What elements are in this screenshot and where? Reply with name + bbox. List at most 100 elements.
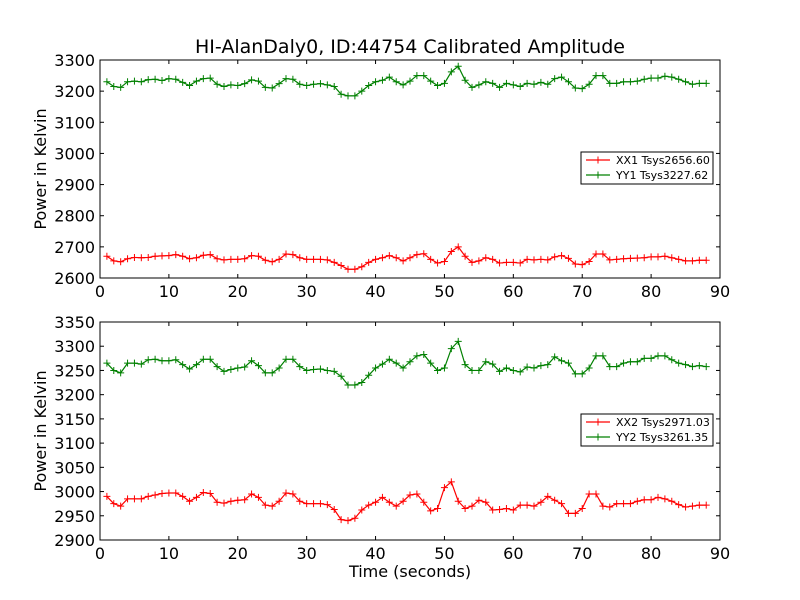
- data-point: [213, 363, 221, 371]
- data-point: [516, 501, 524, 509]
- data-point: [144, 76, 152, 84]
- data-point: [606, 79, 614, 87]
- data-point: [502, 258, 510, 266]
- data-point: [482, 78, 490, 86]
- data-point: [626, 78, 634, 86]
- data-point: [399, 497, 407, 505]
- legend-label: XX2 Tsys2971.03: [616, 416, 710, 429]
- data-point: [633, 77, 641, 85]
- data-point: [620, 78, 628, 86]
- data-point: [675, 359, 683, 367]
- legend-label: YY1 Tsys3227.62: [615, 169, 708, 182]
- data-point: [275, 255, 283, 263]
- x-tick-label: 70: [572, 282, 592, 301]
- data-point: [668, 73, 676, 81]
- data-point: [544, 80, 552, 88]
- data-point: [489, 255, 497, 263]
- data-point: [330, 258, 338, 266]
- data-point: [661, 72, 669, 80]
- data-point: [151, 252, 159, 260]
- x-tick-label: 20: [228, 544, 248, 563]
- data-point: [675, 255, 683, 263]
- data-point: [392, 359, 400, 367]
- data-point: [620, 359, 628, 367]
- data-point: [392, 78, 400, 86]
- data-point: [337, 262, 345, 270]
- data-point: [702, 363, 710, 371]
- data-point: [310, 365, 318, 373]
- data-point: [571, 84, 579, 92]
- data-point: [668, 356, 676, 364]
- data-point: [316, 365, 324, 373]
- data-point: [399, 257, 407, 265]
- data-point: [578, 261, 586, 269]
- data-point: [275, 497, 283, 505]
- data-point: [702, 256, 710, 264]
- data-point: [578, 85, 586, 93]
- data-point: [496, 505, 504, 513]
- data-point: [310, 500, 318, 508]
- data-point: [523, 501, 531, 509]
- data-point: [206, 251, 214, 259]
- data-point: [647, 354, 655, 362]
- data-point: [392, 254, 400, 262]
- data-point: [406, 358, 414, 366]
- data-point: [137, 360, 145, 368]
- data-point: [502, 364, 510, 372]
- data-point: [516, 259, 524, 267]
- data-point: [406, 77, 414, 85]
- data-point: [275, 364, 283, 372]
- data-point: [296, 254, 304, 262]
- data-point: [406, 491, 414, 499]
- data-point: [654, 493, 662, 501]
- data-point: [454, 243, 462, 251]
- data-point: [365, 82, 373, 90]
- data-point: [344, 265, 352, 273]
- data-point: [289, 355, 297, 363]
- data-point: [378, 360, 386, 368]
- data-point: [261, 256, 269, 264]
- bottom-panel: 0 10 20 30 40 50 60 70 80 90 2900 2950 3000 3050 3100 3…: [31, 313, 730, 563]
- data-point: [647, 74, 655, 82]
- data-point: [158, 357, 166, 365]
- data-point: [296, 497, 304, 505]
- data-point: [254, 77, 262, 85]
- data-point: [654, 253, 662, 261]
- data-point: [530, 80, 538, 88]
- data-point: [372, 78, 380, 86]
- data-point: [613, 500, 621, 508]
- data-point: [124, 495, 132, 503]
- data-point: [234, 496, 242, 504]
- x-tick-label: 20: [228, 282, 248, 301]
- data-point: [564, 509, 572, 517]
- data-point: [606, 503, 614, 511]
- data-point: [330, 82, 338, 90]
- data-point: [351, 381, 359, 389]
- data-point: [640, 75, 648, 83]
- data-point: [130, 253, 138, 261]
- data-point: [668, 254, 676, 262]
- data-point: [682, 361, 690, 369]
- data-point: [234, 364, 242, 372]
- data-point: [117, 258, 125, 266]
- data-point: [427, 359, 435, 367]
- data-point: [254, 362, 262, 370]
- data-point: [440, 79, 448, 87]
- data-point: [130, 495, 138, 503]
- data-point: [489, 506, 497, 514]
- data-point: [654, 352, 662, 360]
- y-tick-label: 3100: [54, 434, 95, 453]
- data-point: [310, 255, 318, 263]
- data-point: [454, 337, 462, 345]
- data-point: [206, 74, 214, 82]
- data-point: [420, 250, 428, 258]
- data-point: [633, 497, 641, 505]
- top-panel: 0 10 20 30 40 50 60 70 80 90 2600 2700 2800 2900 3000 3…: [31, 51, 730, 301]
- data-point: [186, 497, 194, 505]
- data-point: [179, 492, 187, 500]
- data-point: [427, 255, 435, 263]
- data-point: [358, 506, 366, 514]
- data-point: [585, 490, 593, 498]
- data-point: [688, 257, 696, 265]
- data-point: [482, 254, 490, 262]
